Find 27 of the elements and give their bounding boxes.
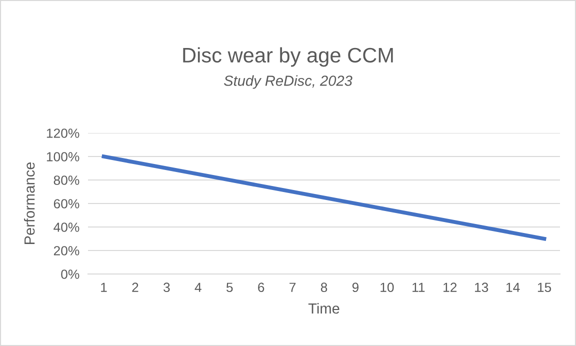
x-tick-label: 2 <box>132 282 138 292</box>
y-tick-label: 20% <box>54 246 80 256</box>
y-tick-label: 40% <box>54 222 80 232</box>
x-tick-label: 3 <box>164 282 170 292</box>
x-tick-label: 5 <box>226 282 233 292</box>
x-axis-title: Time <box>308 302 340 314</box>
chart-subtitle: Study ReDisc, 2023 <box>224 75 352 89</box>
chart-title: Disc wear by age CCM <box>183 47 393 67</box>
x-tick-label: 12 <box>444 282 457 292</box>
x-tick-label: 13 <box>475 282 488 292</box>
x-tick-label: 9 <box>352 282 359 292</box>
y-tick-label: 120% <box>46 128 80 138</box>
y-tick-label: 0% <box>61 270 80 279</box>
x-tick-label: 1 <box>101 282 107 292</box>
x-tick-label: 10 <box>380 282 394 292</box>
y-tick-label: 60% <box>54 199 80 208</box>
x-tick-label: 4 <box>194 282 202 292</box>
x-tick-label: 14 <box>506 282 520 292</box>
y-tick-label: 80% <box>54 176 80 185</box>
x-tick-label: 15 <box>538 282 552 292</box>
y-axis-title: Performance <box>24 162 35 244</box>
y-tick-label: 100% <box>46 152 80 162</box>
x-tick-label: 6 <box>258 282 264 292</box>
x-tick-label: 11 <box>412 282 425 292</box>
x-tick-label: 8 <box>320 282 328 292</box>
line-series <box>102 154 546 241</box>
x-tick-label: 7 <box>290 282 296 292</box>
